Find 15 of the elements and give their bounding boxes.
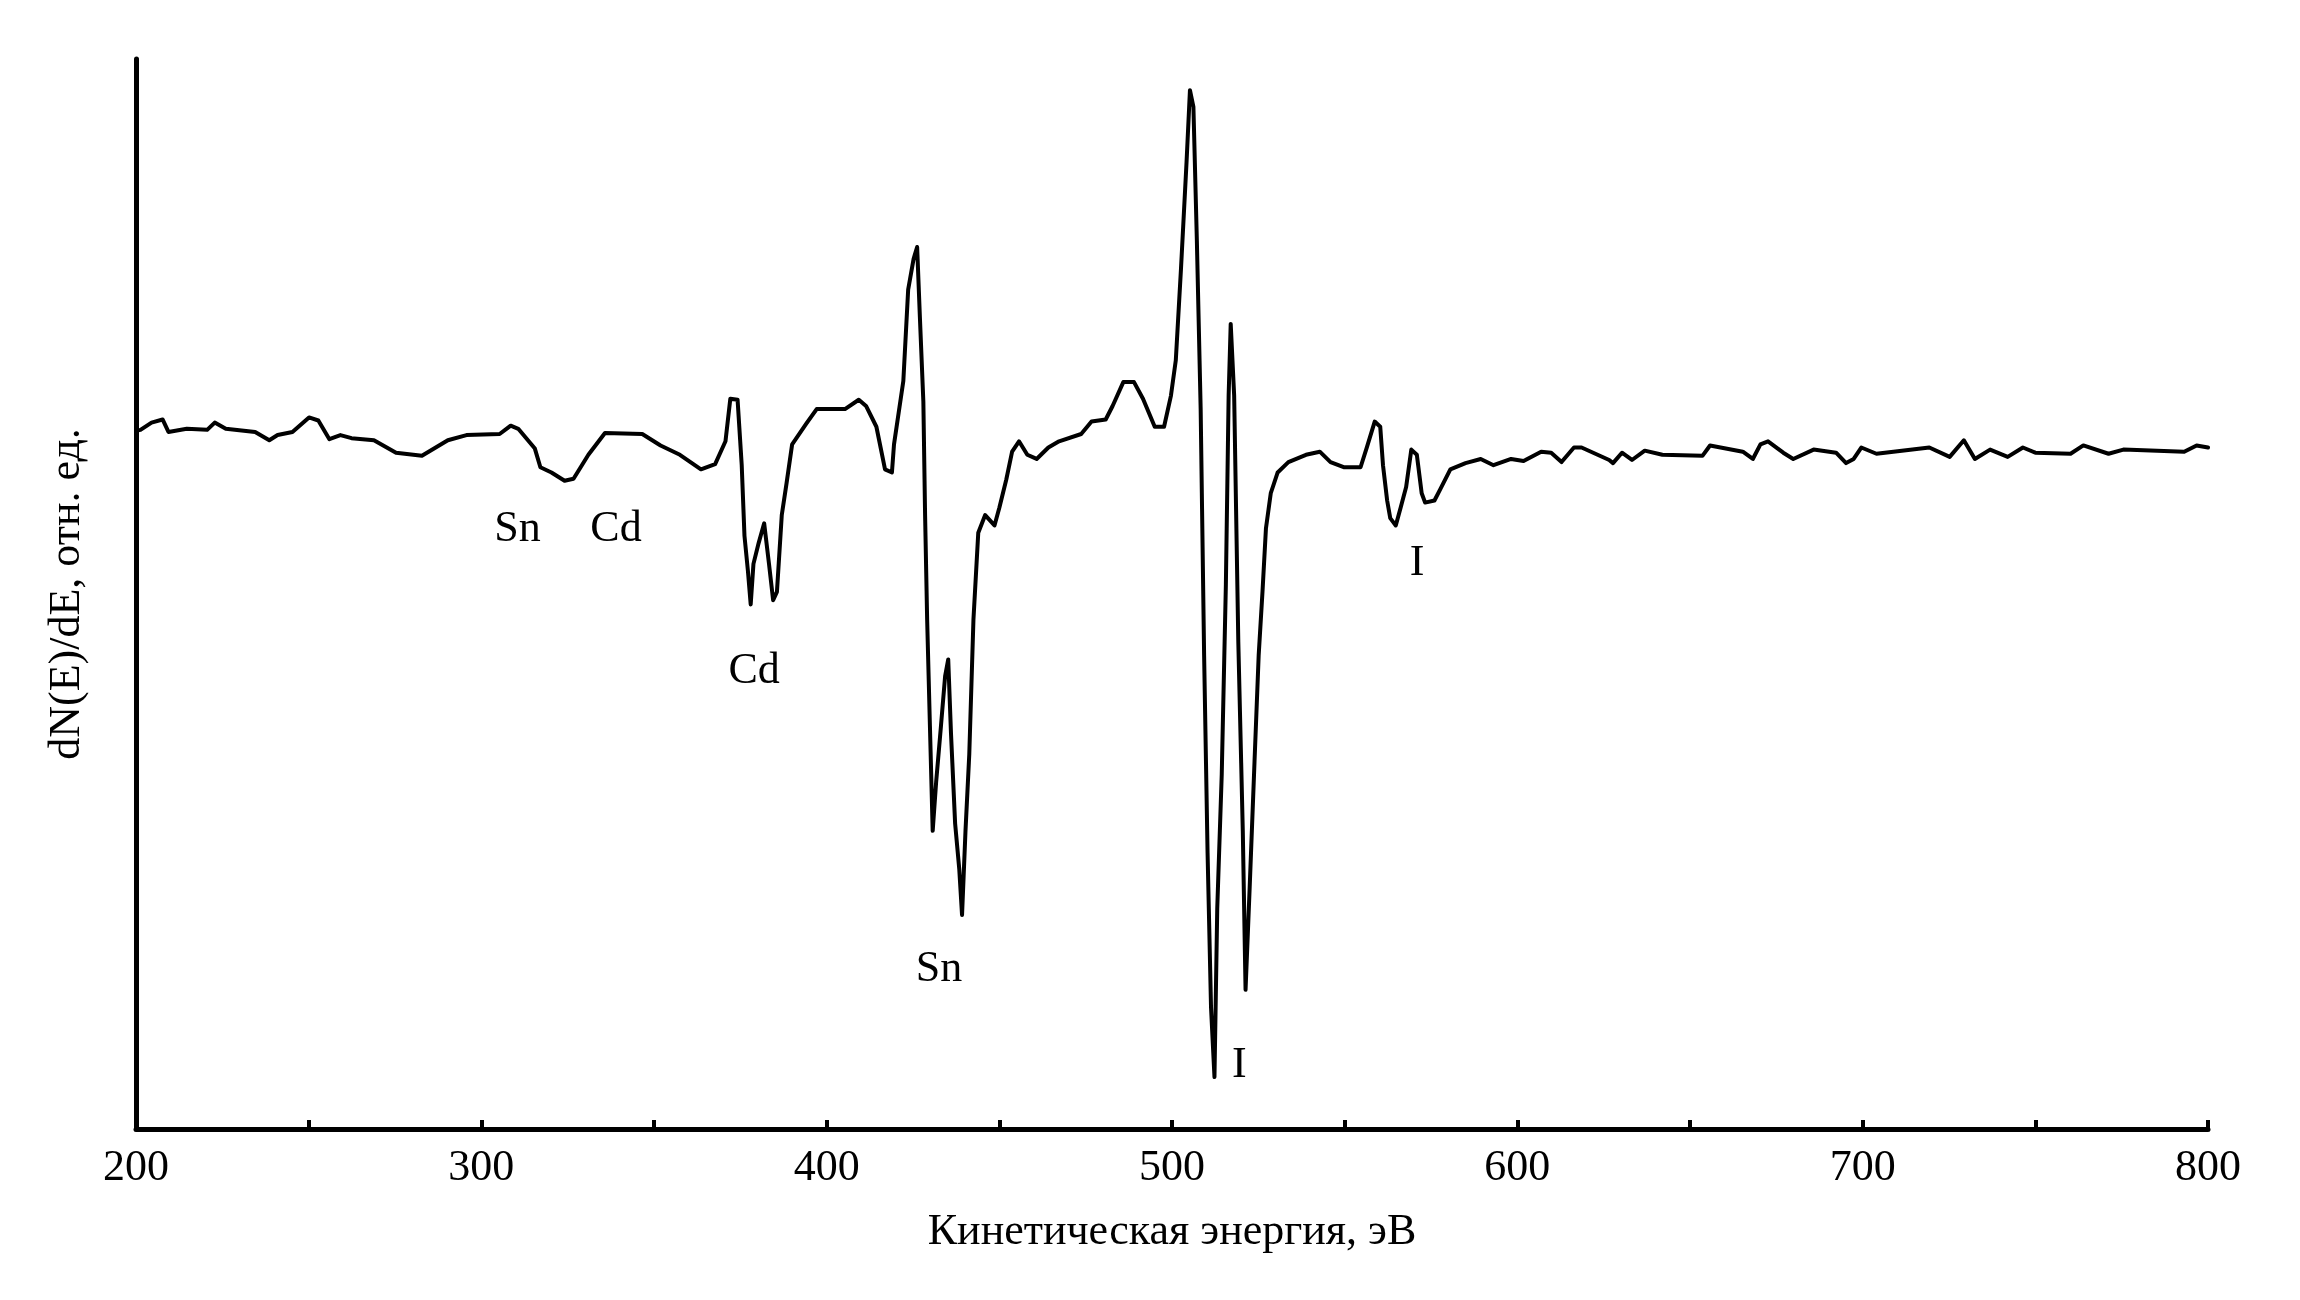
- annotation: I: [1232, 1038, 1247, 1088]
- annotation: Sn: [494, 501, 541, 551]
- annotation: I: [1409, 536, 1425, 586]
- x-tick-label: 700: [1829, 1140, 1896, 1190]
- y-axis-title: dN(E)/dE, отн. ед.: [39, 428, 89, 760]
- x-tick-label: 200: [103, 1140, 169, 1190]
- x-tick-label: 300: [448, 1140, 515, 1190]
- x-tick-label: 800: [2175, 1140, 2241, 1190]
- annotation: Cd: [728, 644, 780, 694]
- x-axis-title: Кинетическая энергия, эВ: [927, 1204, 1417, 1254]
- annotation: Cd: [590, 501, 642, 551]
- annotation: Sn: [915, 942, 963, 992]
- x-tick-label: 500: [1139, 1140, 1205, 1190]
- x-tick-label: 400: [793, 1140, 860, 1190]
- x-tick-label: 600: [1484, 1140, 1551, 1190]
